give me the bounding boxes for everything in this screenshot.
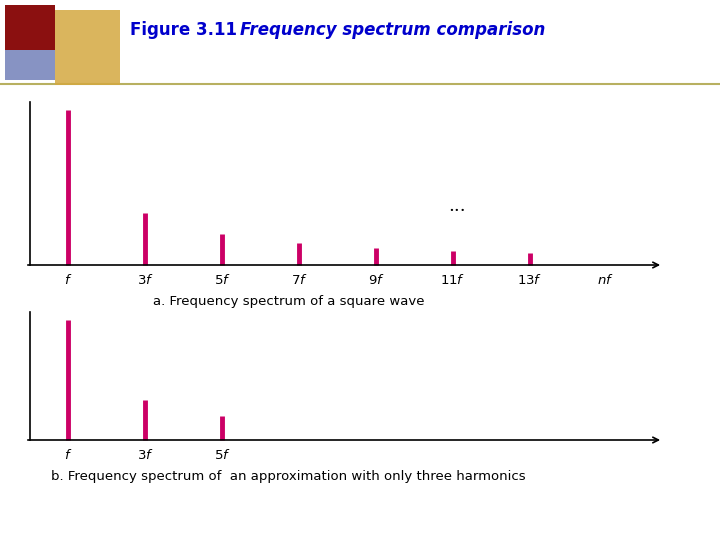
- Text: $3f$: $3f$: [137, 273, 153, 287]
- Text: $f$: $f$: [64, 448, 73, 462]
- Bar: [5, 5, 55, 50]
- Text: Figure 3.11: Figure 3.11: [130, 21, 237, 39]
- Text: $5f$: $5f$: [214, 273, 230, 287]
- Text: $13f$: $13f$: [517, 273, 542, 287]
- Bar: [55, 10, 120, 85]
- Text: a. Frequency spectrum of a square wave: a. Frequency spectrum of a square wave: [153, 295, 424, 308]
- Text: $11f$: $11f$: [440, 273, 465, 287]
- Text: $9f$: $9f$: [367, 273, 384, 287]
- Bar: [5, 50, 55, 80]
- Text: $3f$: $3f$: [137, 448, 153, 462]
- Text: $f$: $f$: [64, 273, 73, 287]
- Text: $7f$: $7f$: [291, 273, 307, 287]
- Text: b. Frequency spectrum of  an approximation with only three harmonics: b. Frequency spectrum of an approximatio…: [51, 470, 526, 483]
- Text: $5f$: $5f$: [214, 448, 230, 462]
- Text: Frequency spectrum comparison: Frequency spectrum comparison: [240, 21, 545, 39]
- Text: $nf$: $nf$: [597, 273, 613, 287]
- Text: ...: ...: [449, 197, 467, 215]
